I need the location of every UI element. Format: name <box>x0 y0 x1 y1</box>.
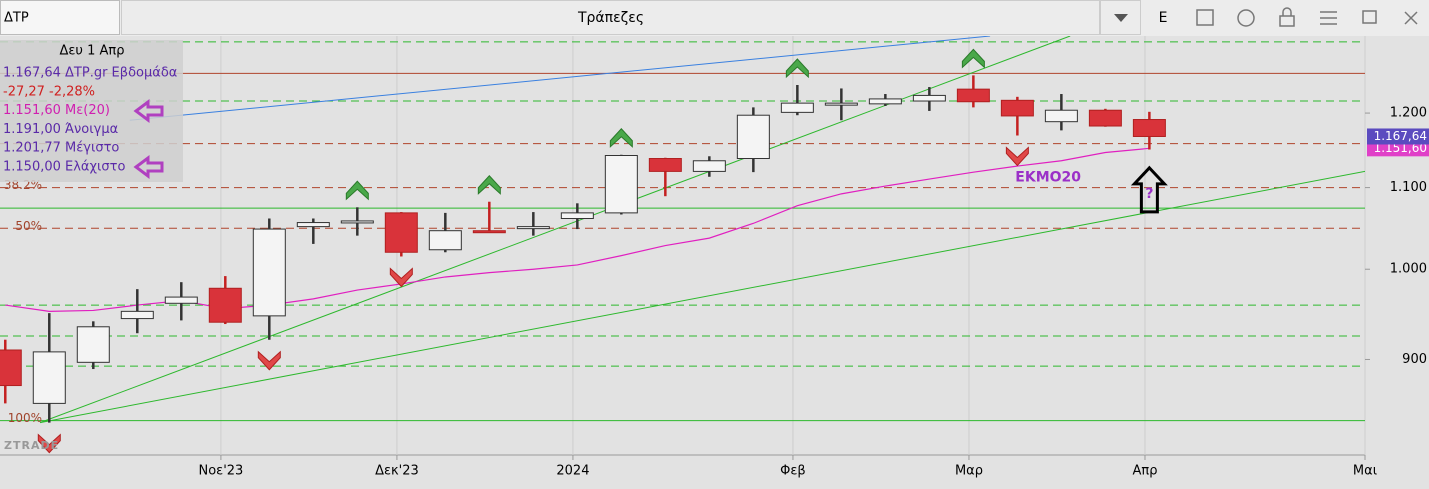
y-tick-label: 1.000 <box>1390 262 1427 277</box>
plot: 38.2%50%100%ΕΚΜΟ20? <box>0 36 1365 454</box>
icon[interactable] <box>1320 11 1337 25</box>
info-date: Δευ 1 Απρ <box>60 44 125 59</box>
symbol-box[interactable] <box>0 0 120 35</box>
dropdown-icon <box>1114 14 1128 22</box>
candle-body <box>76 326 110 363</box>
candle-body <box>384 212 418 253</box>
candle-body <box>956 88 990 103</box>
candle-body <box>604 155 638 214</box>
candle-body <box>868 98 902 105</box>
signal-up <box>345 180 369 201</box>
candle-body <box>340 220 374 224</box>
signal-down <box>257 350 281 371</box>
candle-body <box>912 94 946 102</box>
info-line: -27,27 -2,28% <box>3 84 95 99</box>
candle-body <box>472 230 506 234</box>
candle-body <box>648 158 682 172</box>
x-tick-label: Νοε'23 <box>198 464 243 479</box>
plot-area <box>0 36 1365 455</box>
icon[interactable] <box>1196 9 1214 26</box>
group-box[interactable] <box>121 0 1100 35</box>
info-line: 1.167,64 ΔΤΡ.gr Εβδομάδα <box>3 66 177 81</box>
watermark: ZTRADE <box>4 439 59 452</box>
info-line: 1.151,60 Με(20) <box>3 103 110 118</box>
level-label: 100% <box>8 411 42 425</box>
candle-body <box>692 160 726 172</box>
signal-up <box>477 174 501 195</box>
pointer-arrow <box>133 99 164 123</box>
icon[interactable] <box>1237 9 1255 27</box>
info-line: 1.150,00 Ελάχιστο <box>3 160 125 175</box>
candle-body <box>252 228 286 317</box>
price-label-box <box>1367 128 1429 145</box>
candle-body <box>1088 109 1122 127</box>
x-tick-label: Δεκ'23 <box>375 464 419 479</box>
icon[interactable] <box>1279 15 1295 27</box>
candle-body <box>516 226 550 230</box>
symbol: ΔΤΡ <box>4 11 29 26</box>
info-bg <box>0 40 183 182</box>
signal-up <box>785 58 809 79</box>
button[interactable]: E <box>1159 10 1168 26</box>
candle-body <box>1044 109 1078 123</box>
candle-body <box>780 102 814 113</box>
arrow <box>1130 165 1168 214</box>
candle-body <box>0 349 22 387</box>
pointer-arrow <box>133 155 164 179</box>
candle-body <box>164 296 198 304</box>
group: Τράπεζες <box>577 10 644 26</box>
x-tick-label: Φεβ <box>780 464 806 479</box>
signal-down <box>389 267 413 288</box>
candle-body <box>208 287 242 323</box>
x-tick-label: 2024 <box>556 464 589 479</box>
signal-down <box>37 433 61 454</box>
candle-body <box>1000 99 1034 117</box>
signal-up <box>961 48 985 69</box>
y-tick-label: 1.100 <box>1390 180 1427 195</box>
trendline <box>129 36 991 121</box>
info-line: 1.201,77 Μέγιστο <box>3 141 119 156</box>
icon <box>1282 7 1292 16</box>
signal-up <box>609 128 633 148</box>
info-panel: Δευ 1 Απρ 1.167,64 ΔΤΡ.gr Εβδομάδα -27,27… <box>0 40 183 182</box>
info-line: 1.191,00 Άνοιγμα <box>3 122 118 137</box>
x-tick-label: Μαρ <box>955 464 983 479</box>
candle-body <box>560 212 594 220</box>
candle-body <box>824 102 858 106</box>
x-tick-label: Απρ <box>1132 464 1157 479</box>
icon[interactable] <box>1404 11 1418 25</box>
candle-body <box>736 114 770 160</box>
candle-body <box>296 222 330 228</box>
annotation: ΕΚΜΟ20 <box>1015 170 1081 186</box>
icon[interactable] <box>1362 10 1377 24</box>
level-label: 50% <box>15 219 42 233</box>
x-tick-label: Μαι <box>1353 464 1377 479</box>
candle-body <box>32 351 66 404</box>
candle-body <box>1132 119 1166 137</box>
y-tick-label: 1.200 <box>1390 106 1427 121</box>
candle-body <box>428 230 462 251</box>
price-label: 1.167,64 <box>1374 129 1427 143</box>
annotation: ? <box>1145 186 1153 202</box>
y-tick-label: 900 <box>1402 352 1427 367</box>
signal-down <box>1005 146 1029 167</box>
candle-body <box>120 310 154 320</box>
axes: 1.200 1.100 1.000 900 Νοε'23 Δεκ'23 2024 Φεβ Μαρ… <box>198 106 1429 479</box>
